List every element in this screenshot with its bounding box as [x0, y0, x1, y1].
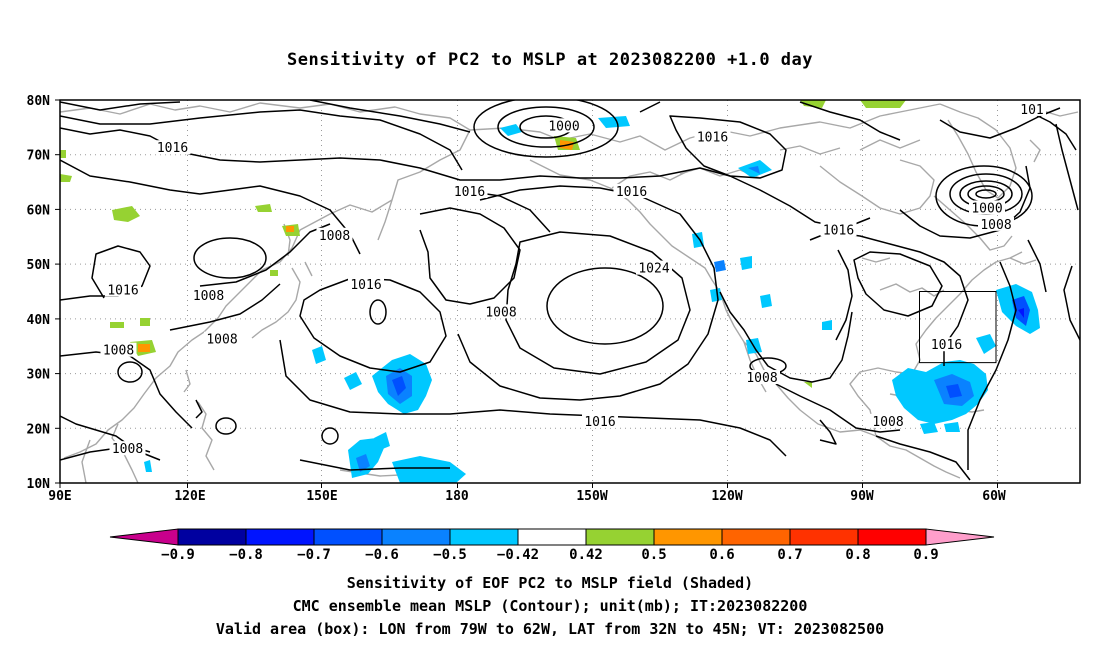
- contour-labels: 1000 1016 1016 1016 1016 1000 1008 1016 1008 1024…: [100, 101, 1046, 457]
- contour-label: 1000: [971, 201, 1002, 216]
- contour-label-bg: [348, 277, 384, 292]
- contour-label-bg: [820, 222, 857, 237]
- lat-label: 10N: [27, 477, 51, 492]
- lat-label: 60N: [27, 203, 51, 218]
- contour-label-bg: [100, 342, 137, 357]
- colorbar-swatch: [449, 528, 519, 546]
- contour-label-bg: [190, 287, 227, 302]
- lon-label: 90W: [850, 489, 874, 504]
- colorbar-swatch: [381, 528, 451, 546]
- colorbar-label: 0.9: [913, 547, 938, 563]
- colorbar-label: −0.9: [161, 547, 195, 563]
- lon-label: 90E: [48, 489, 71, 504]
- colorbar-label: 0.8: [845, 547, 870, 563]
- contour-label: 1008: [485, 305, 516, 320]
- contour-label: 1016: [350, 278, 381, 293]
- colorbar-label: −0.6: [365, 547, 399, 563]
- contour-label: 1016: [157, 141, 188, 156]
- contour-label-bg: [109, 441, 146, 456]
- contour-label-bg: [154, 140, 191, 155]
- lat-label: 70N: [27, 149, 51, 164]
- colorbar-label: −0.42: [497, 547, 539, 563]
- longitude-labels: 90E 120E 150E 180 150W 120W 90W 60W: [48, 489, 1006, 504]
- lat-label: 80N: [27, 94, 51, 109]
- colorbar-swatch: [177, 528, 247, 546]
- contour-label-bg: [636, 260, 672, 275]
- lon-label: 150E: [306, 489, 337, 504]
- contour-label-bg: [613, 184, 650, 199]
- colorbar-swatch: [585, 528, 655, 546]
- colorbar-swatch: [653, 528, 723, 546]
- lon-label: 150W: [576, 489, 607, 504]
- colorbar-label: −0.7: [297, 547, 331, 563]
- colorbar-swatch: [857, 528, 927, 546]
- contour-label-bg: [969, 200, 1005, 215]
- contour-label: 101: [1020, 103, 1043, 118]
- contour-label-bg: [694, 129, 731, 144]
- colorbar-label: −0.5: [433, 547, 467, 563]
- lat-label: 50N: [27, 258, 51, 273]
- latitude-labels: 80N 70N 60N 50N 40N 30N 20N 10N: [27, 94, 51, 492]
- frame-ticks: [55, 99, 998, 488]
- contour-label: 1008: [746, 371, 777, 386]
- lon-label: 120W: [711, 489, 742, 504]
- lon-label: 120E: [174, 489, 205, 504]
- sensitivity-shading: [60, 100, 1040, 483]
- colorbar-label: 0.5: [641, 547, 666, 563]
- colorbar-low-extension: [109, 528, 179, 546]
- contour-label-bg: [928, 337, 965, 352]
- colorbar-label: 0.7: [777, 547, 802, 563]
- colorbar-label: 0.6: [709, 547, 734, 563]
- colorbar-high-extension: [925, 528, 995, 546]
- contour-label: 1016: [697, 130, 728, 145]
- lon-label: 60W: [982, 489, 1006, 504]
- mslp-contours: [60, 100, 1080, 481]
- colorbar-label: 0.42: [569, 547, 603, 563]
- lat-label: 20N: [27, 422, 51, 437]
- contour-label: 1008: [319, 229, 350, 244]
- colorbar-swatch: [789, 528, 859, 546]
- contour-label-bg: [1018, 101, 1046, 116]
- contour-label-bg: [105, 282, 141, 297]
- contour-label-bg: [582, 413, 618, 428]
- contour-label: 1024: [638, 262, 669, 277]
- contour-label: 1016: [616, 185, 647, 200]
- contour-label-bg: [451, 184, 488, 199]
- colorbar-swatch: [517, 528, 587, 546]
- contour-label-bg: [744, 370, 780, 385]
- contour-label: 1008: [980, 218, 1011, 233]
- lon-label: 180: [445, 489, 469, 504]
- caption-line-3: Valid area (box): LON from 79W to 62W, L…: [215, 620, 885, 638]
- contour-label: 1016: [584, 415, 615, 430]
- contour-label-bg: [870, 413, 906, 428]
- contour-label: 1016: [107, 284, 138, 299]
- caption-line-1: Sensitivity of EOF PC2 to MSLP field (Sh…: [346, 574, 754, 592]
- caption-line-2: CMC ensemble mean MSLP (Contour); unit(m…: [292, 597, 808, 615]
- colorbar-swatch: [245, 528, 315, 546]
- contour-label: 1016: [454, 185, 485, 200]
- lat-label: 30N: [27, 368, 51, 383]
- map-title: Sensitivity of PC2 to MSLP at 2023082200…: [286, 50, 813, 70]
- colorbar-label: −0.8: [229, 547, 263, 563]
- contour-label-bg: [978, 216, 1014, 231]
- contour-label: 1016: [931, 338, 962, 353]
- contour-label: 1008: [193, 289, 224, 304]
- valid-area-box: [919, 291, 997, 364]
- contour-label-bg: [316, 227, 353, 242]
- colorbar-swatch: [313, 528, 383, 546]
- contour-label: 1008: [206, 333, 237, 348]
- contour-label: 1016: [823, 223, 854, 238]
- contour-label: 1000: [548, 119, 579, 134]
- contour-label-bg: [546, 118, 582, 133]
- contour-label: 1008: [872, 415, 903, 430]
- colorbar-swatch: [721, 528, 791, 546]
- lat-label: 40N: [27, 313, 51, 328]
- contour-label-bg: [204, 331, 240, 346]
- contour-label: 1008: [103, 344, 134, 359]
- contour-label-bg: [483, 304, 519, 319]
- contour-label: 1008: [112, 442, 143, 457]
- plot-frame: [59, 99, 1081, 484]
